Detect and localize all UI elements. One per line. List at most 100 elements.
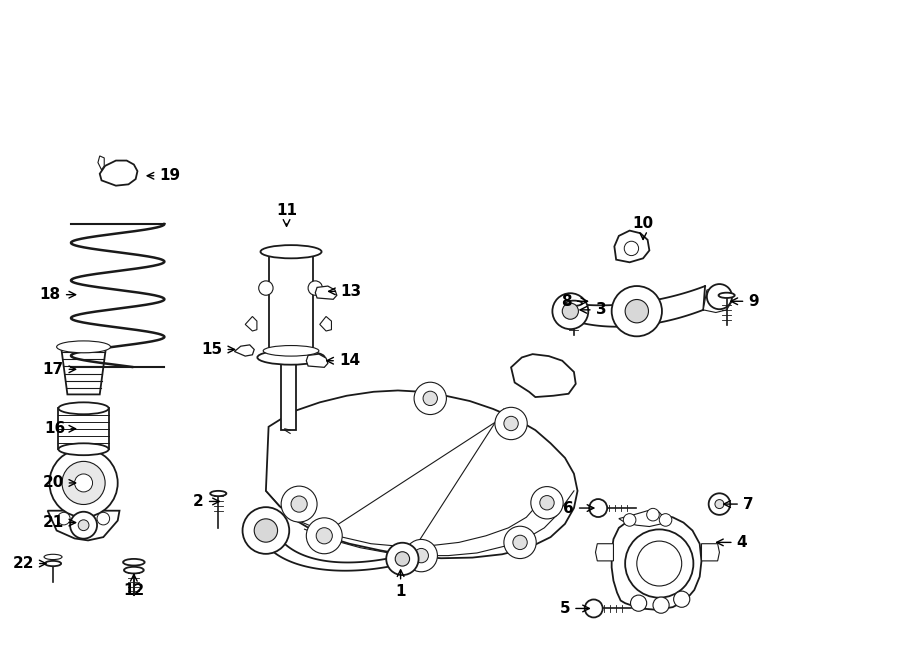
Text: 8: 8 [562,294,588,308]
Polygon shape [245,316,256,331]
Text: 22: 22 [13,556,46,571]
Polygon shape [596,544,614,561]
Circle shape [625,241,639,256]
Text: 6: 6 [563,500,594,516]
Circle shape [97,512,110,525]
Text: 4: 4 [716,535,747,550]
Circle shape [647,508,660,521]
Circle shape [708,493,730,515]
Polygon shape [58,408,109,449]
Polygon shape [266,391,578,558]
Text: 18: 18 [40,287,76,302]
Polygon shape [315,286,337,299]
Circle shape [386,543,418,575]
Circle shape [306,518,342,553]
Circle shape [653,597,669,613]
Circle shape [70,512,97,539]
Ellipse shape [566,301,582,306]
Text: 1: 1 [395,570,406,600]
Ellipse shape [124,567,144,573]
Polygon shape [98,156,104,170]
Circle shape [75,474,93,492]
Circle shape [504,526,536,559]
Polygon shape [703,286,732,312]
Circle shape [62,461,105,504]
Ellipse shape [718,293,734,298]
Text: 15: 15 [202,342,235,357]
Circle shape [405,540,437,572]
Circle shape [50,449,118,517]
Bar [268,252,313,354]
Circle shape [553,293,589,329]
Polygon shape [511,354,576,397]
Text: 16: 16 [44,421,76,436]
Circle shape [495,407,527,440]
Circle shape [316,528,332,544]
Text: 5: 5 [560,601,590,616]
Circle shape [254,519,277,542]
Circle shape [531,487,563,519]
Text: 17: 17 [42,362,76,377]
Ellipse shape [211,491,227,496]
Circle shape [395,551,410,566]
Circle shape [308,281,322,295]
Polygon shape [259,526,403,571]
Polygon shape [48,510,120,540]
Circle shape [258,281,273,295]
Circle shape [631,595,647,611]
Ellipse shape [58,444,109,455]
Ellipse shape [257,350,325,365]
Polygon shape [569,286,705,327]
Circle shape [562,303,579,319]
Circle shape [626,299,649,323]
Text: 3: 3 [580,303,607,317]
Ellipse shape [45,561,61,566]
Circle shape [504,416,518,431]
Polygon shape [615,230,650,262]
Circle shape [242,507,289,554]
Text: 19: 19 [148,168,180,183]
Text: 7: 7 [724,496,753,512]
Ellipse shape [58,402,109,414]
Ellipse shape [44,554,62,559]
Circle shape [540,496,554,510]
Circle shape [414,548,428,563]
Ellipse shape [260,245,321,258]
Text: 12: 12 [123,575,145,598]
Polygon shape [306,354,328,367]
Text: 9: 9 [731,294,759,308]
Text: 2: 2 [194,494,220,509]
Polygon shape [619,510,664,526]
Text: 21: 21 [42,515,76,530]
Circle shape [637,541,681,586]
Polygon shape [320,316,331,331]
Text: 10: 10 [633,216,653,240]
Circle shape [626,530,693,598]
Ellipse shape [263,346,319,356]
Circle shape [423,391,437,406]
Circle shape [78,520,89,531]
Circle shape [585,600,603,618]
Polygon shape [701,544,719,561]
Circle shape [660,514,671,526]
Circle shape [281,486,317,522]
Polygon shape [612,514,701,610]
Circle shape [624,514,636,526]
Ellipse shape [123,559,145,565]
Circle shape [590,499,608,517]
Text: 14: 14 [327,354,360,368]
Circle shape [414,382,446,414]
Text: 13: 13 [328,284,362,299]
Bar [281,354,295,430]
Circle shape [58,512,70,525]
Polygon shape [235,345,254,356]
Circle shape [612,286,662,336]
Circle shape [291,496,307,512]
Circle shape [673,591,689,607]
Polygon shape [61,347,106,395]
Polygon shape [100,161,138,185]
Text: 20: 20 [42,475,76,491]
Circle shape [706,284,732,309]
Circle shape [513,535,527,549]
Text: 11: 11 [276,203,297,226]
